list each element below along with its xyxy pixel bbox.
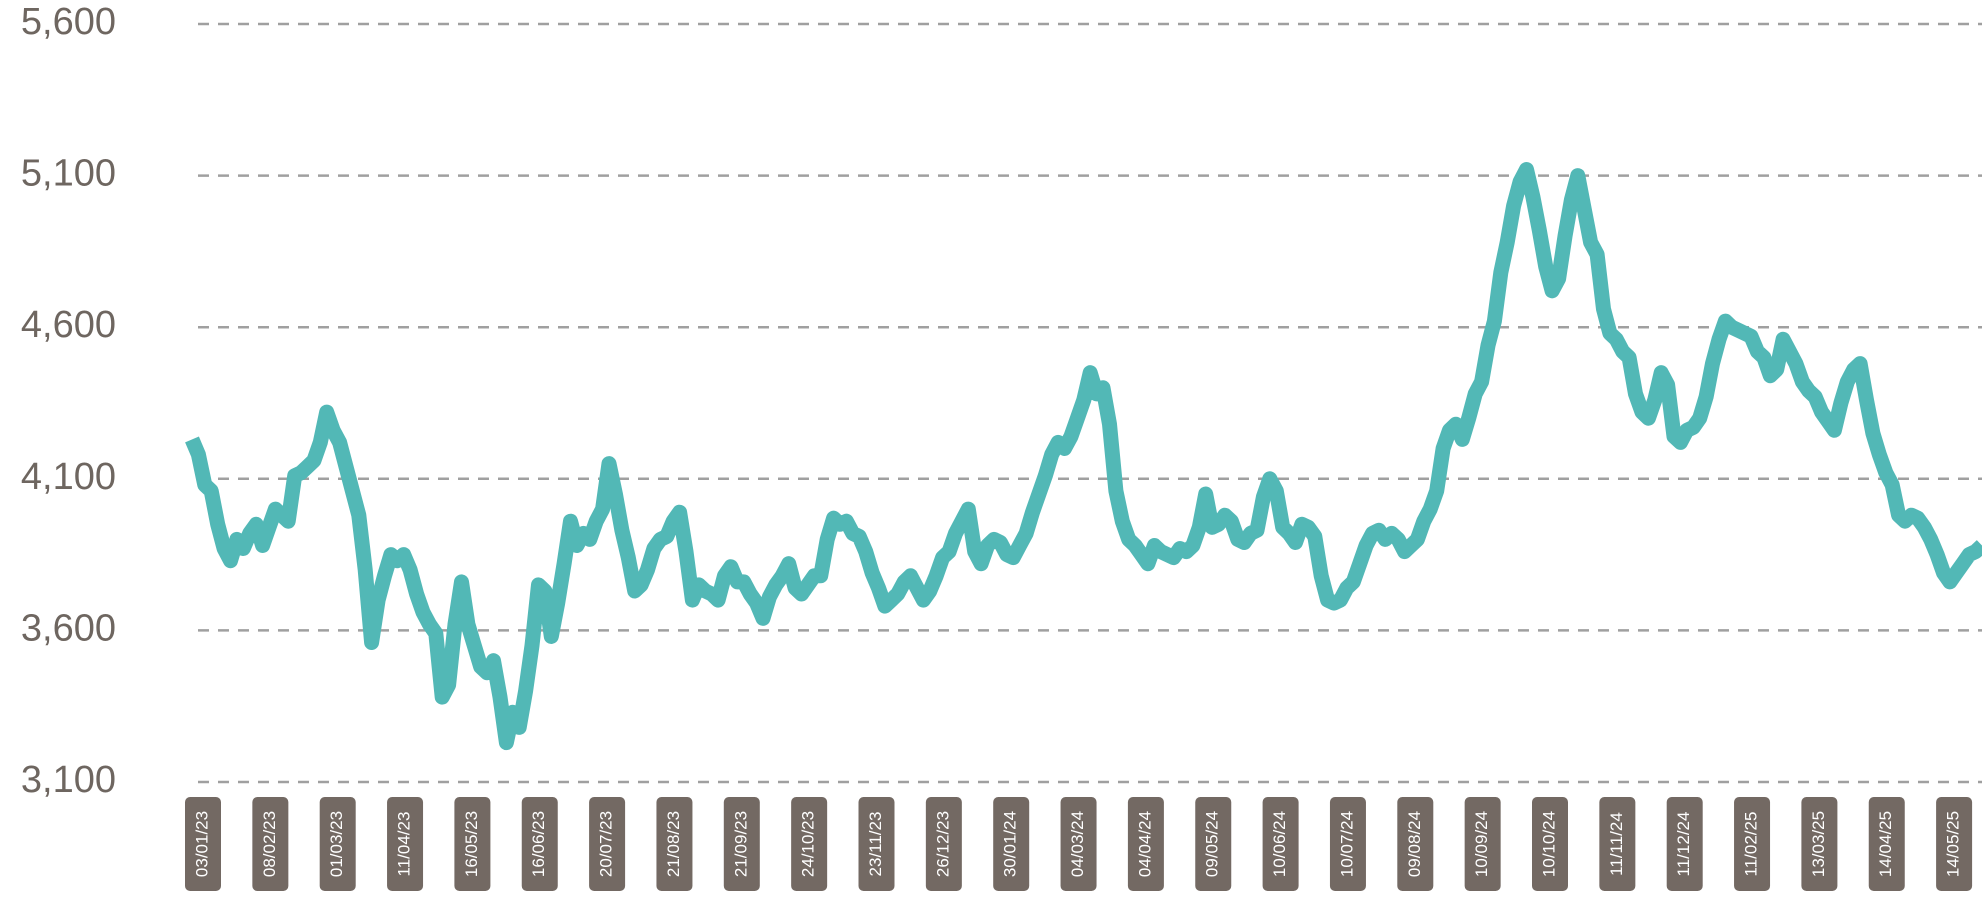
x-tick-label: 04/03/24 — [1068, 811, 1087, 877]
series-line — [185, 162, 1982, 751]
x-tick-badge: 10/09/24 — [1464, 797, 1501, 891]
date-badge-bg — [925, 797, 962, 891]
date-badge-bg — [1262, 797, 1299, 891]
y-axis: 5,600 5,100 4,600 4,100 3,600 3,100 — [21, 1, 116, 801]
x-tick-label: 13/03/25 — [1809, 811, 1828, 877]
x-tick-badge: 14/05/25 — [1936, 797, 1973, 891]
date-badge-bg — [1127, 797, 1164, 891]
x-tick-badge: 09/08/24 — [1397, 797, 1434, 891]
x-tick-badge: 03/01/23 — [185, 797, 221, 891]
date-badge-bg — [1195, 797, 1232, 891]
x-tick-label: 30/01/24 — [1001, 811, 1020, 877]
x-tick-label: 14/05/25 — [1944, 811, 1963, 877]
x-tick-badge: 16/05/23 — [454, 797, 491, 891]
date-badge-bg — [319, 797, 356, 891]
x-tick-badge: 11/11/24 — [1599, 797, 1636, 891]
x-tick-label: 11/12/24 — [1674, 812, 1693, 877]
x-tick-label: 03/01/23 — [192, 811, 211, 877]
x-tick-label: 10/10/24 — [1539, 811, 1558, 877]
x-tick-badge: 21/09/23 — [723, 797, 760, 891]
date-badge-bg — [1532, 797, 1568, 891]
date-badge-bg — [1599, 797, 1636, 891]
date-badge-bg — [1801, 797, 1838, 891]
x-tick-label: 16/05/23 — [462, 811, 481, 877]
date-badge-bg — [252, 797, 289, 891]
y-tick-label: 5,600 — [21, 1, 116, 43]
date-badge-bg — [1464, 797, 1501, 891]
x-tick-label: 21/09/23 — [731, 811, 750, 877]
x-tick-label: 10/06/24 — [1270, 811, 1289, 877]
x-tick-label: 11/11/24 — [1607, 812, 1626, 876]
date-badge-bg — [589, 797, 626, 891]
x-tick-badge: 21/08/23 — [656, 797, 693, 891]
x-tick-label: 09/08/24 — [1405, 811, 1424, 877]
x-tick-label: 08/02/23 — [260, 811, 279, 877]
date-badge-bg — [1666, 797, 1703, 891]
y-tick-label: 5,100 — [21, 153, 116, 195]
x-axis: 03/01/23 08/02/23 01/03/23 11/04/23 16/05/23… — [185, 797, 1973, 891]
date-badge-bg — [723, 797, 760, 891]
series-layer — [185, 162, 1982, 751]
y-tick-label: 3,100 — [21, 759, 116, 801]
date-badge-bg — [1868, 797, 1905, 891]
x-tick-label: 11/04/23 — [395, 812, 414, 877]
x-tick-label: 14/04/25 — [1876, 811, 1895, 877]
x-tick-badge: 09/05/24 — [1195, 797, 1232, 891]
x-tick-label: 09/05/24 — [1203, 811, 1222, 877]
date-badge-bg — [1936, 797, 1973, 891]
date-badge-bg — [993, 797, 1030, 891]
x-tick-label: 10/07/24 — [1337, 811, 1356, 877]
x-tick-label: 23/11/23 — [866, 812, 885, 877]
x-tick-badge: 20/07/23 — [589, 797, 626, 891]
gridlines — [198, 22, 1982, 784]
x-tick-badge: 10/06/24 — [1262, 797, 1299, 891]
x-tick-badge: 08/02/23 — [252, 797, 289, 891]
date-badge-bg — [791, 797, 828, 891]
x-tick-label: 04/04/24 — [1135, 811, 1154, 877]
x-tick-badge: 04/03/24 — [1060, 797, 1097, 891]
x-tick-badge: 10/10/24 — [1532, 797, 1568, 891]
x-tick-label: 16/06/23 — [529, 811, 548, 877]
date-badge-bg — [1397, 797, 1434, 891]
x-tick-label: 20/07/23 — [597, 811, 616, 877]
date-badge-bg — [1734, 797, 1771, 891]
x-tick-badge: 04/04/24 — [1127, 797, 1164, 891]
x-tick-label: 24/10/23 — [799, 811, 818, 877]
x-tick-badge: 26/12/23 — [925, 797, 962, 891]
x-tick-label: 10/09/24 — [1472, 811, 1491, 877]
date-badge-bg — [521, 797, 558, 891]
y-tick-label: 4,100 — [21, 456, 116, 498]
date-badge-bg — [656, 797, 693, 891]
date-badge-bg — [1329, 797, 1366, 891]
date-badge-bg — [387, 797, 424, 891]
x-tick-badge: 01/03/23 — [319, 797, 356, 891]
date-badge-bg — [454, 797, 491, 891]
x-tick-badge: 14/04/25 — [1868, 797, 1905, 891]
x-tick-badge: 30/01/24 — [993, 797, 1030, 891]
x-tick-badge: 23/11/23 — [858, 797, 895, 891]
x-tick-badge: 13/03/25 — [1801, 797, 1838, 891]
y-tick-label: 4,600 — [21, 304, 116, 346]
x-tick-badge: 10/07/24 — [1329, 797, 1366, 891]
x-tick-badge: 11/02/25 — [1734, 797, 1771, 891]
date-badge-bg — [185, 797, 221, 891]
x-tick-badge: 11/04/23 — [387, 797, 424, 891]
x-tick-badge: 11/12/24 — [1666, 797, 1703, 891]
x-tick-label: 11/02/25 — [1742, 812, 1761, 877]
x-tick-label: 01/03/23 — [327, 811, 346, 877]
x-tick-badge: 16/06/23 — [521, 797, 558, 891]
x-tick-label: 21/08/23 — [664, 811, 683, 877]
y-tick-label: 3,600 — [21, 607, 116, 649]
x-tick-label: 26/12/23 — [933, 811, 952, 877]
date-badge-bg — [1060, 797, 1097, 891]
date-badge-bg — [858, 797, 895, 891]
x-tick-badge: 24/10/23 — [791, 797, 828, 891]
